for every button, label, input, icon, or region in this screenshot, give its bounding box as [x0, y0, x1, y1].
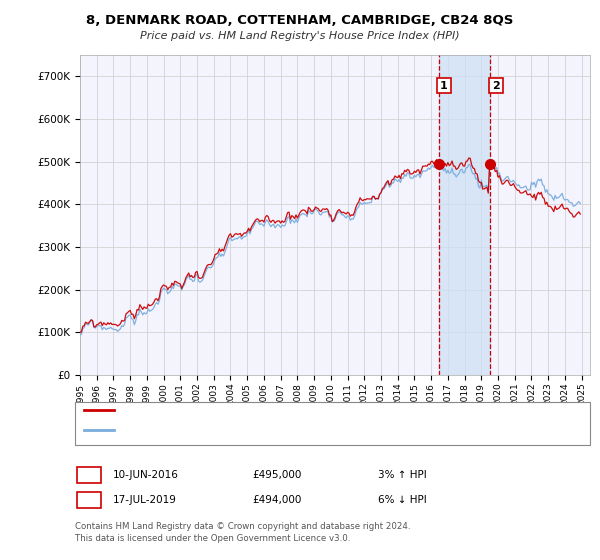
- Text: 10-JUN-2016: 10-JUN-2016: [113, 470, 179, 480]
- Text: Price paid vs. HM Land Registry's House Price Index (HPI): Price paid vs. HM Land Registry's House …: [140, 31, 460, 41]
- Text: 3% ↑ HPI: 3% ↑ HPI: [378, 470, 427, 480]
- Text: 2: 2: [492, 81, 500, 91]
- Text: 6% ↓ HPI: 6% ↓ HPI: [378, 495, 427, 505]
- Text: £494,000: £494,000: [252, 495, 301, 505]
- Text: HPI: Average price, detached house, South Cambridgeshire: HPI: Average price, detached house, Sout…: [120, 425, 410, 435]
- Bar: [439, 55, 490, 375]
- Text: 2: 2: [85, 495, 92, 505]
- Text: 17-JUL-2019: 17-JUL-2019: [113, 495, 176, 505]
- Text: Contains HM Land Registry data © Crown copyright and database right 2024.
This d: Contains HM Land Registry data © Crown c…: [75, 522, 410, 543]
- Text: 8, DENMARK ROAD, COTTENHAM, CAMBRIDGE, CB24 8QS: 8, DENMARK ROAD, COTTENHAM, CAMBRIDGE, C…: [86, 14, 514, 27]
- Text: £495,000: £495,000: [252, 470, 301, 480]
- Text: 1: 1: [440, 81, 448, 91]
- Text: 8, DENMARK ROAD, COTTENHAM, CAMBRIDGE, CB24 8QS (detached house): 8, DENMARK ROAD, COTTENHAM, CAMBRIDGE, C…: [120, 404, 492, 414]
- Text: 1: 1: [85, 470, 92, 480]
